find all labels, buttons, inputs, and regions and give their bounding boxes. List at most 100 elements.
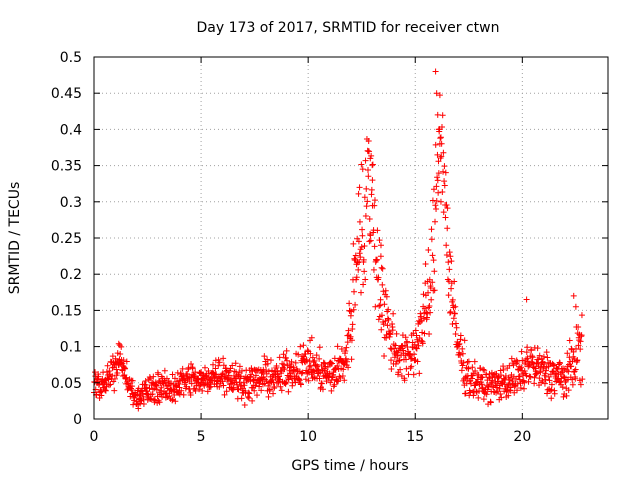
data-point [416, 370, 423, 377]
data-point [397, 366, 404, 373]
data-point [346, 307, 353, 314]
data-point [341, 377, 348, 384]
data-point [179, 365, 186, 372]
data-point [560, 373, 567, 380]
data-point [304, 347, 311, 354]
y-tick-label: 0.15 [51, 303, 82, 319]
data-point [371, 202, 378, 209]
data-point [431, 287, 438, 294]
data-point [403, 356, 410, 363]
data-point [352, 252, 359, 259]
data-point [519, 357, 526, 364]
data-point [223, 388, 230, 395]
data-point [246, 390, 253, 397]
data-point [378, 264, 385, 271]
data-point [267, 357, 274, 364]
data-point [236, 369, 243, 376]
data-point [462, 390, 469, 397]
data-point [408, 363, 415, 370]
data-point [471, 358, 478, 365]
data-point [544, 354, 551, 361]
data-point [566, 337, 573, 344]
data-point [369, 162, 376, 169]
data-point [384, 315, 391, 322]
data-point [523, 372, 530, 379]
data-point [449, 321, 456, 328]
data-point [215, 362, 222, 369]
data-point [300, 342, 307, 349]
data-point [373, 257, 380, 264]
data-point [418, 337, 425, 344]
chart-title: Day 173 of 2017, SRMTID for receiver ctw… [197, 20, 500, 36]
data-point [361, 268, 368, 275]
data-point [447, 253, 454, 260]
data-point [102, 387, 109, 394]
data-point [249, 397, 256, 404]
y-tick-label: 0 [73, 412, 82, 428]
data-point [150, 373, 157, 380]
data-point [511, 389, 518, 396]
data-point [282, 355, 289, 362]
data-point [534, 345, 541, 352]
data-point [533, 359, 540, 366]
data-point [219, 370, 226, 377]
data-point [129, 383, 136, 390]
data-point [340, 366, 347, 373]
data-point [401, 377, 408, 384]
data-point [360, 281, 367, 288]
data-point [345, 364, 352, 371]
data-point [428, 296, 435, 303]
data-point [290, 366, 297, 373]
data-point [159, 393, 166, 400]
data-point [350, 240, 357, 247]
data-point [540, 353, 547, 360]
data-point [162, 379, 169, 386]
data-point [513, 357, 520, 364]
data-point [362, 212, 369, 219]
data-point [253, 392, 260, 399]
data-point [467, 380, 474, 387]
data-point [318, 380, 325, 387]
data-point [376, 302, 383, 309]
data-point [144, 396, 151, 403]
data-point [469, 375, 476, 382]
data-point [553, 364, 560, 371]
data-point [123, 374, 130, 381]
data-point [572, 375, 579, 382]
data-point [442, 214, 449, 221]
data-point [381, 301, 388, 308]
data-point [280, 351, 287, 358]
data-point [480, 366, 487, 373]
data-point [405, 371, 412, 378]
data-point [435, 158, 442, 165]
data-point [374, 227, 381, 234]
data-point [412, 327, 419, 334]
data-point [429, 197, 436, 204]
data-point [577, 338, 584, 345]
data-point [338, 346, 345, 353]
data-point [278, 387, 285, 394]
data-point [241, 382, 248, 389]
data-point [376, 237, 383, 244]
data-point [452, 320, 459, 327]
data-point [378, 326, 385, 333]
data-point [156, 399, 163, 406]
data-point [236, 363, 243, 370]
data-point [348, 356, 355, 363]
data-point [366, 238, 373, 245]
data-point [505, 392, 512, 399]
data-point [531, 380, 538, 387]
data-point [411, 341, 418, 348]
data-point [377, 296, 384, 303]
data-point [109, 372, 116, 379]
data-point [541, 360, 548, 367]
data-point [176, 384, 183, 391]
data-point [524, 344, 531, 351]
data-point [129, 377, 136, 384]
data-point [146, 385, 153, 392]
data-point [551, 390, 558, 397]
data-point [192, 369, 199, 376]
data-point [185, 364, 192, 371]
data-point [457, 352, 464, 359]
data-point [191, 372, 198, 379]
